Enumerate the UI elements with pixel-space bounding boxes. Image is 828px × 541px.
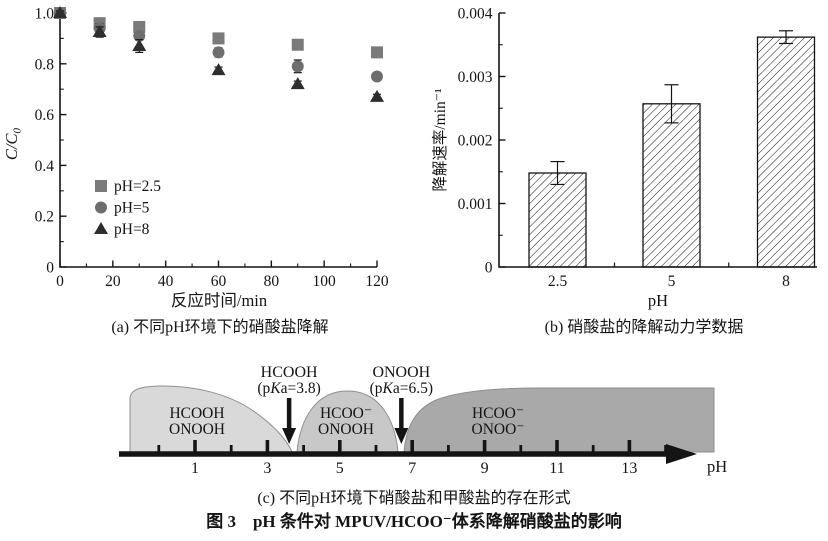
annotation-species: ONOOH <box>372 364 430 381</box>
annotation-arrow-head <box>282 428 297 444</box>
region-label-line2: ONOOH <box>169 421 225 438</box>
species-region-3 <box>403 387 715 453</box>
legend-label: pH=5 <box>114 200 150 217</box>
ph-tick-label: 11 <box>549 460 564 477</box>
chart-b-degradation-rate-bars: 0 0.001 0.002 0.003 0.004 2.5 5 8 pH 降解速率/min⁻¹ <box>431 6 817 310</box>
y-tick-label: 0.004 <box>458 6 493 23</box>
data-point-triangle <box>92 25 107 38</box>
legend-marker-circle <box>95 201 107 214</box>
y-tick-label: 0.2 <box>35 209 54 226</box>
x-tick-label: 0 <box>56 273 64 290</box>
x-tick-label: 60 <box>211 273 227 290</box>
ph-axis-label: pH <box>707 457 727 476</box>
y-tick-label: 0.4 <box>35 158 55 175</box>
data-point-circle <box>133 29 146 42</box>
data-point-square <box>133 20 146 33</box>
subcaption-c: (c) 不同pH环境下硝酸盐和甲酸盐的存在形式 <box>257 490 571 507</box>
ph-tick-label: 7 <box>408 460 416 477</box>
region-label-line2: ONOO⁻ <box>472 421 525 438</box>
x-tick-label: 100 <box>313 273 337 290</box>
species-region-2 <box>296 390 399 453</box>
legend-label: pH=8 <box>114 221 150 238</box>
y-tick-label: 0 <box>46 260 54 277</box>
data-point-circle <box>291 60 304 73</box>
subcaption-a: (a) 不同pH环境下的硝酸盐降解 <box>111 319 329 336</box>
annotation-arrow-head <box>394 428 409 444</box>
y-tick-label: 0 <box>485 260 493 277</box>
annotation-pka: (pKa=3.8) <box>257 380 320 397</box>
y-tick-label: 0.8 <box>35 56 55 73</box>
bar <box>528 172 587 268</box>
region-label-line2: ONOOH <box>318 421 374 438</box>
x-axis-title: 反应时间/min <box>171 291 267 310</box>
x-category-label: 5 <box>668 273 676 290</box>
ph-tick-label: 13 <box>621 460 637 477</box>
y-tick-label: 0.001 <box>458 196 493 213</box>
data-point-square <box>291 38 304 51</box>
x-category-label: 2.5 <box>548 273 568 290</box>
x-category-label: 8 <box>782 273 790 290</box>
axes <box>59 13 377 268</box>
x-tick-label: 80 <box>264 273 280 290</box>
y-axis-title: 降解速率/min⁻¹ <box>431 88 449 192</box>
y-tick-label: 0.6 <box>35 107 55 124</box>
chart-a-nitrate-degradation: 0 20 40 60 80 100 120 0 0.2 0.4 0.6 0.8 1.0 反应时间/min C… <box>2 6 389 311</box>
x-tick-label: 20 <box>105 273 121 290</box>
data-point-circle <box>212 46 225 59</box>
annotation-pka: (pKa=6.5) <box>370 380 433 397</box>
data-point-triangle <box>132 39 147 52</box>
y-axis-title: C/C0 <box>2 127 24 160</box>
x-tick-label: 40 <box>158 273 174 290</box>
ph-tick-label: 5 <box>336 460 344 477</box>
data-point-circle <box>371 70 383 83</box>
region-label-line1: HCOOH <box>169 405 224 422</box>
data-point-triangle <box>211 63 226 76</box>
species-region-1 <box>129 385 293 453</box>
data-point-square <box>212 32 225 45</box>
axes <box>498 13 817 268</box>
x-axis-title: pH <box>648 291 668 310</box>
legend-label: pH=2.5 <box>114 178 161 195</box>
region-label-line1: HCOO⁻ <box>320 405 372 422</box>
data-point-triangle <box>290 77 305 90</box>
axis-arrowhead <box>666 444 697 464</box>
region-label-line1: HCOO⁻ <box>472 405 524 422</box>
data-point-square <box>371 46 383 59</box>
legend-marker-square <box>95 180 107 192</box>
bar <box>756 36 816 268</box>
y-tick-label: 0.002 <box>458 133 493 150</box>
annotation-species: HCOOH <box>261 364 318 381</box>
legend-marker-triangle <box>94 222 108 234</box>
data-point-triangle <box>370 89 384 102</box>
bar <box>642 103 701 268</box>
ph-tick-label: 1 <box>191 460 199 477</box>
figure-title: 图 3 pH 条件对 MPUV/HCOO⁻体系降解硝酸盐的影响 <box>206 512 622 531</box>
y-tick-label: 0.003 <box>458 69 493 86</box>
x-tick-label: 120 <box>365 273 389 290</box>
ph-tick-label: 3 <box>263 460 271 477</box>
subcaption-b: (b) 硝酸盐的降解动力学数据 <box>544 319 744 336</box>
y-tick-label: 1.0 <box>35 6 55 23</box>
ph-tick-label: 9 <box>481 460 489 477</box>
data-point-triangle <box>53 6 67 18</box>
